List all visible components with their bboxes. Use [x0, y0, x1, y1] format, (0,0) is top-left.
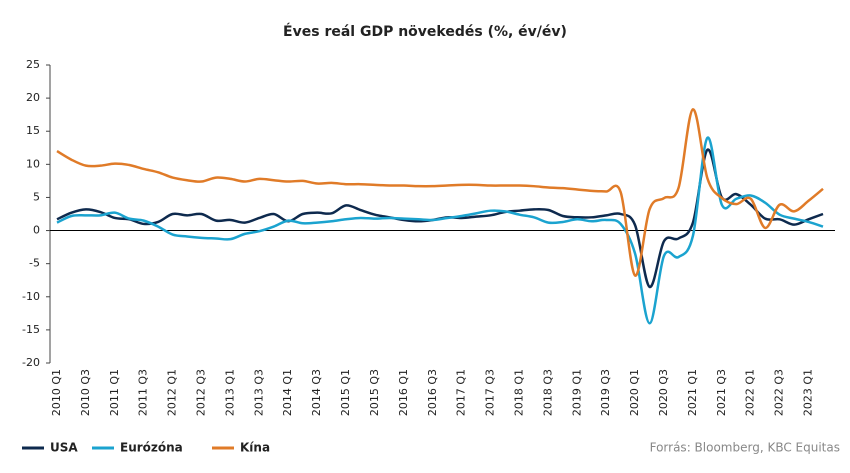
x-tick-label: 2020 Q3 — [657, 369, 670, 416]
x-tick-label: 2010 Q3 — [79, 369, 92, 416]
x-tick-label: 2013 Q1 — [223, 369, 236, 416]
x-tick-label: 2018 Q3 — [541, 369, 554, 416]
x-tick-label: 2017 Q1 — [455, 369, 468, 416]
x-tick-label: 2014 Q3 — [310, 369, 323, 416]
y-tick-label: -10 — [22, 290, 40, 303]
y-tick-label: 25 — [26, 58, 40, 71]
legend-label: Kína — [240, 441, 270, 455]
x-tick-label: 2015 Q3 — [368, 369, 381, 416]
chart-title: Éves reál GDP növekedés (%, év/év) — [283, 23, 567, 40]
x-tick-label: 2016 Q3 — [426, 369, 439, 416]
x-tick-label: 2016 Q1 — [397, 369, 410, 416]
line-series — [56, 136, 824, 325]
x-tick-label: 2011 Q1 — [108, 369, 121, 416]
x-tick-label: 2021 Q1 — [686, 369, 699, 416]
x-tick-label: 2023 Q1 — [802, 369, 815, 416]
y-tick-label: -5 — [29, 257, 40, 270]
line-series — [56, 108, 824, 277]
x-tick-label: 2011 Q3 — [137, 369, 150, 416]
x-tick-label: 2017 Q3 — [484, 369, 497, 416]
x-tick-label: 2013 Q3 — [252, 369, 265, 416]
x-tick-label: 2022 Q3 — [773, 369, 786, 416]
x-tick-label: 2021 Q3 — [715, 369, 728, 416]
legend-label: USA — [50, 441, 78, 455]
legend-label: Eurózóna — [120, 441, 183, 455]
x-tick-label: 2022 Q1 — [744, 369, 757, 416]
x-tick-label: 2018 Q1 — [512, 369, 525, 416]
x-tick-label: 2019 Q3 — [599, 369, 612, 416]
x-tick-label: 2010 Q1 — [50, 369, 63, 416]
y-tick-label: -15 — [22, 323, 40, 336]
y-tick-label: 15 — [26, 124, 40, 137]
y-tick-label: 10 — [26, 157, 40, 170]
x-tick-label: 2012 Q1 — [166, 369, 179, 416]
source: Forrás: Bloomberg, KBC Equitas — [650, 441, 840, 455]
x-tick-label: 2019 Q1 — [570, 369, 583, 416]
x-tick-label: 2015 Q1 — [339, 369, 352, 416]
x-tick-label: 2020 Q1 — [628, 369, 641, 416]
y-tick-label: 0 — [33, 224, 40, 237]
y-tick-label: 20 — [26, 91, 40, 104]
x-tick-label: 2014 Q1 — [281, 369, 294, 416]
y-tick-label: -20 — [22, 356, 40, 369]
x-tick-label: 2012 Q3 — [195, 369, 208, 416]
y-tick-label: 5 — [33, 190, 40, 203]
